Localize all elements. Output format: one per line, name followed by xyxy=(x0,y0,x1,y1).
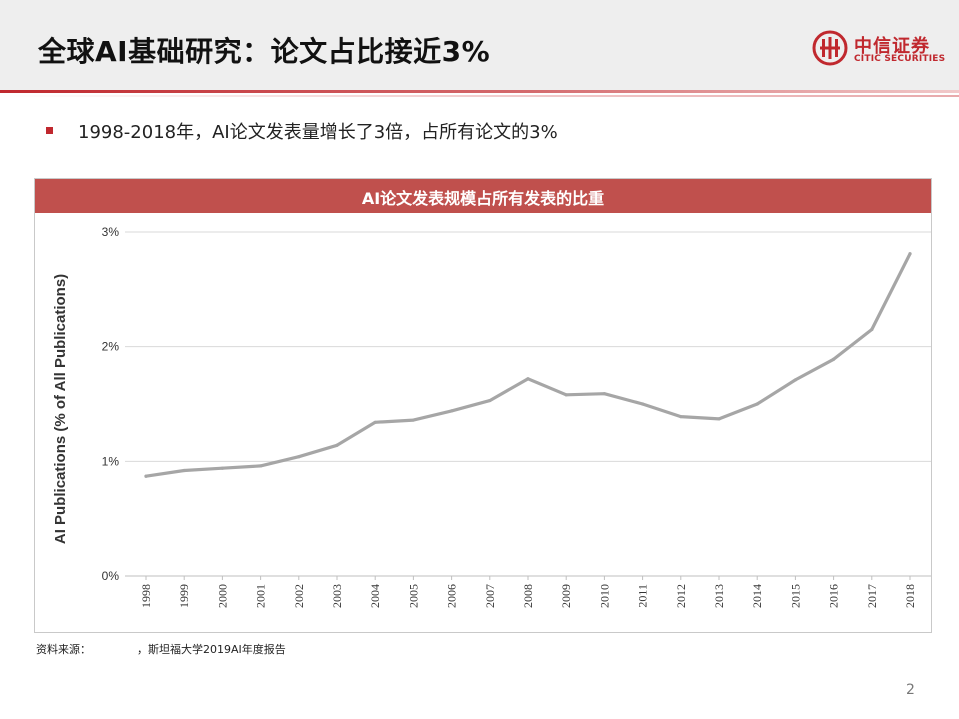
x-tick-label: 2007 xyxy=(483,584,497,608)
header-divider-secondary xyxy=(0,95,959,97)
data-point xyxy=(564,393,568,397)
data-point xyxy=(220,466,224,470)
x-tick-label: 2018 xyxy=(903,584,917,608)
citic-logo: 中信证券 CITIC SECURITIES xyxy=(812,30,947,70)
x-tick-label: 2006 xyxy=(445,584,459,608)
x-tick-label: 2015 xyxy=(788,584,802,608)
x-tick-label: 2013 xyxy=(712,584,726,608)
data-point xyxy=(526,377,530,381)
x-tick-label: 2000 xyxy=(215,584,229,608)
x-tick-label: 2014 xyxy=(750,584,764,608)
page-title: 全球AI基础研究：论文占比接近3% xyxy=(38,35,491,68)
source-text: ，斯坦福大学2019AI年度报告 xyxy=(137,643,286,656)
x-tick-label: 2012 xyxy=(674,584,688,608)
chart-container: AI论文发表规模占所有发表的比重 0% 1% 2% 3% 1998 1999 2000 200… xyxy=(34,178,932,633)
data-point xyxy=(755,402,759,406)
logo-chinese-name: 中信证券 xyxy=(854,36,930,57)
citic-logo-icon xyxy=(812,30,848,66)
data-point xyxy=(602,392,607,396)
data-point xyxy=(832,357,836,361)
data-point xyxy=(870,327,874,332)
data-point xyxy=(908,252,912,256)
series-layer xyxy=(144,252,912,478)
header-divider xyxy=(0,90,959,93)
x-tick-label: 2003 xyxy=(330,584,344,608)
grid-layer xyxy=(125,231,931,577)
data-point xyxy=(297,455,301,459)
slide-header: 全球AI基础研究：论文占比接近3% 中信证券 CITIC SECURITIES xyxy=(0,0,959,90)
data-point xyxy=(793,378,798,382)
x-tick-label: 2009 xyxy=(559,584,573,608)
x-tick-label: 2011 xyxy=(636,584,650,608)
bullet-square-icon xyxy=(46,127,53,134)
logo-english-name: CITIC SECURITIES xyxy=(854,54,946,64)
x-tick-label: 2008 xyxy=(521,584,535,608)
data-point xyxy=(641,402,645,406)
x-tick-label: 2002 xyxy=(292,584,306,608)
data-point xyxy=(259,464,263,468)
data-point xyxy=(182,468,186,473)
bullet-text: 1998-2018年，AI论文发表量增长了3倍，占所有论文的3% xyxy=(78,122,558,143)
tick-layer: 0% 1% 2% 3% 1998 1999 2000 2001 2002 2003 2004 2005… xyxy=(102,225,917,608)
data-point xyxy=(144,474,148,478)
x-tick-label: 2004 xyxy=(368,584,382,608)
chart-title: AI论文发表规模占所有发表的比重 xyxy=(361,189,605,208)
x-tick-label: 1999 xyxy=(177,584,191,608)
line-chart: 0% 1% 2% 3% 1998 1999 2000 2001 2002 2003 2004 2005… xyxy=(52,225,931,608)
data-point xyxy=(717,417,721,421)
data-point xyxy=(373,420,377,424)
source-note: 资料来源： ，斯坦福大学2019AI年度报告 xyxy=(36,641,286,657)
data-point xyxy=(679,415,683,419)
y-tick-label: 0% xyxy=(102,569,120,583)
y-tick-label: 1% xyxy=(102,454,120,468)
x-tick-label: 2016 xyxy=(827,584,841,608)
series-line xyxy=(144,252,912,478)
x-tick-label: 2017 xyxy=(865,584,879,608)
data-point xyxy=(411,418,415,422)
page-number: 2 xyxy=(906,682,915,698)
source-label: 资料来源： xyxy=(36,643,91,656)
x-tick-label: 2005 xyxy=(406,584,420,608)
data-point xyxy=(450,409,454,413)
data-point xyxy=(488,398,492,403)
x-tick-label: 2001 xyxy=(254,584,268,608)
y-tick-label: 3% xyxy=(102,225,120,239)
chart-banner: AI论文发表规模占所有发表的比重 xyxy=(35,179,931,213)
x-tick-label: 1998 xyxy=(139,584,153,608)
y-axis-label: AI Publications (% of All Publications) xyxy=(52,274,69,544)
data-point xyxy=(335,443,339,447)
x-tick-label: 2010 xyxy=(597,584,611,608)
y-tick-label: 2% xyxy=(102,340,120,354)
